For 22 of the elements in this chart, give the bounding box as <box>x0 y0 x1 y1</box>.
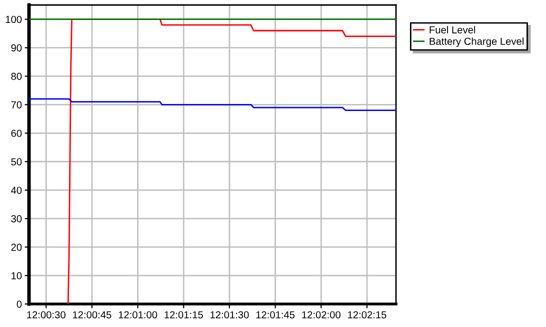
y-tick-label: 70 <box>11 101 22 108</box>
legend-label: Battery Charge Level <box>430 37 524 47</box>
line-series <box>29 98 396 112</box>
legend-label: Fuel Level <box>430 26 476 34</box>
y-tick-label: 0 <box>16 300 22 308</box>
y-tick-label: 30 <box>11 215 22 222</box>
x-tick-label: 12:01:00 <box>118 311 158 318</box>
x-tick-label: 12:01:45 <box>256 311 295 318</box>
y-tick-label: 80 <box>11 72 22 80</box>
x-tick-label: 12:01:30 <box>210 311 249 318</box>
x-tick-label: 12:00:45 <box>72 311 112 318</box>
x-tick-label: 12:01:15 <box>164 311 203 318</box>
y-tick-label: 20 <box>11 244 22 251</box>
y-tick-label: 100 <box>6 16 22 24</box>
y-tick-label: 40 <box>11 186 22 194</box>
y-tick-label: 50 <box>11 158 22 166</box>
x-tick-label: 12:00:30 <box>27 311 66 318</box>
y-tick-label: 90 <box>11 44 22 52</box>
y-tick-label: 10 <box>12 272 22 280</box>
y-tick-label: 60 <box>11 130 22 137</box>
x-tick-label: 12:02:15 <box>348 311 386 318</box>
x-tick-label: 12:02:00 <box>302 311 340 318</box>
